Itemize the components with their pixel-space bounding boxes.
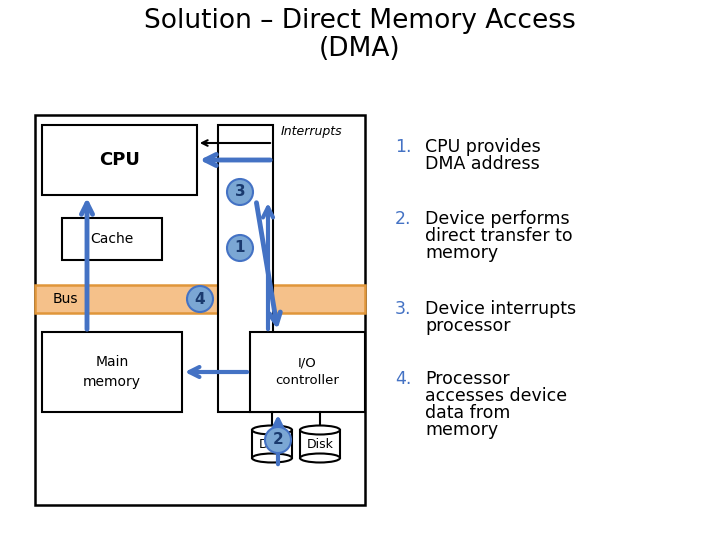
Text: Solution – Direct Memory Access: Solution – Direct Memory Access (144, 8, 576, 34)
Bar (250, 332, 365, 412)
Text: accesses device: accesses device (425, 387, 567, 405)
Text: 2.: 2. (395, 210, 412, 228)
Bar (62, 218, 162, 260)
Bar (35, 115, 365, 505)
Bar (42, 125, 197, 195)
Text: memory: memory (425, 244, 498, 262)
Ellipse shape (252, 426, 292, 435)
Text: 1: 1 (235, 240, 246, 255)
Text: processor: processor (425, 317, 510, 335)
Text: 3.: 3. (395, 300, 412, 318)
Text: CPU provides: CPU provides (425, 138, 541, 156)
Ellipse shape (252, 454, 292, 462)
Circle shape (227, 235, 253, 261)
Bar (35, 285, 365, 313)
Text: direct transfer to: direct transfer to (425, 227, 572, 245)
Text: 3: 3 (235, 185, 246, 199)
Text: 4: 4 (194, 292, 205, 307)
Text: data from: data from (425, 404, 510, 422)
Text: Bus: Bus (53, 292, 78, 306)
Bar (300, 430, 340, 458)
Text: memory: memory (425, 421, 498, 439)
Text: Device performs: Device performs (425, 210, 570, 228)
Text: Main
memory: Main memory (83, 355, 141, 389)
Ellipse shape (300, 454, 340, 462)
Text: Disk: Disk (307, 437, 333, 450)
Circle shape (187, 286, 213, 312)
Text: 2: 2 (273, 433, 284, 448)
Bar (252, 430, 292, 458)
Text: Interrupts: Interrupts (281, 125, 343, 138)
Text: CPU: CPU (99, 151, 140, 169)
Text: 4.: 4. (395, 370, 411, 388)
Text: (DMA): (DMA) (319, 36, 401, 62)
Text: 1.: 1. (395, 138, 412, 156)
Text: Device interrupts: Device interrupts (425, 300, 576, 318)
Circle shape (227, 179, 253, 205)
Text: Disk: Disk (258, 437, 285, 450)
Text: Cache: Cache (91, 232, 134, 246)
Text: DMA address: DMA address (425, 155, 540, 173)
Ellipse shape (300, 426, 340, 435)
Bar (218, 125, 273, 412)
Circle shape (265, 427, 291, 453)
Text: I/O
controller: I/O controller (276, 356, 339, 388)
Text: Processor: Processor (425, 370, 510, 388)
Bar (42, 332, 182, 412)
